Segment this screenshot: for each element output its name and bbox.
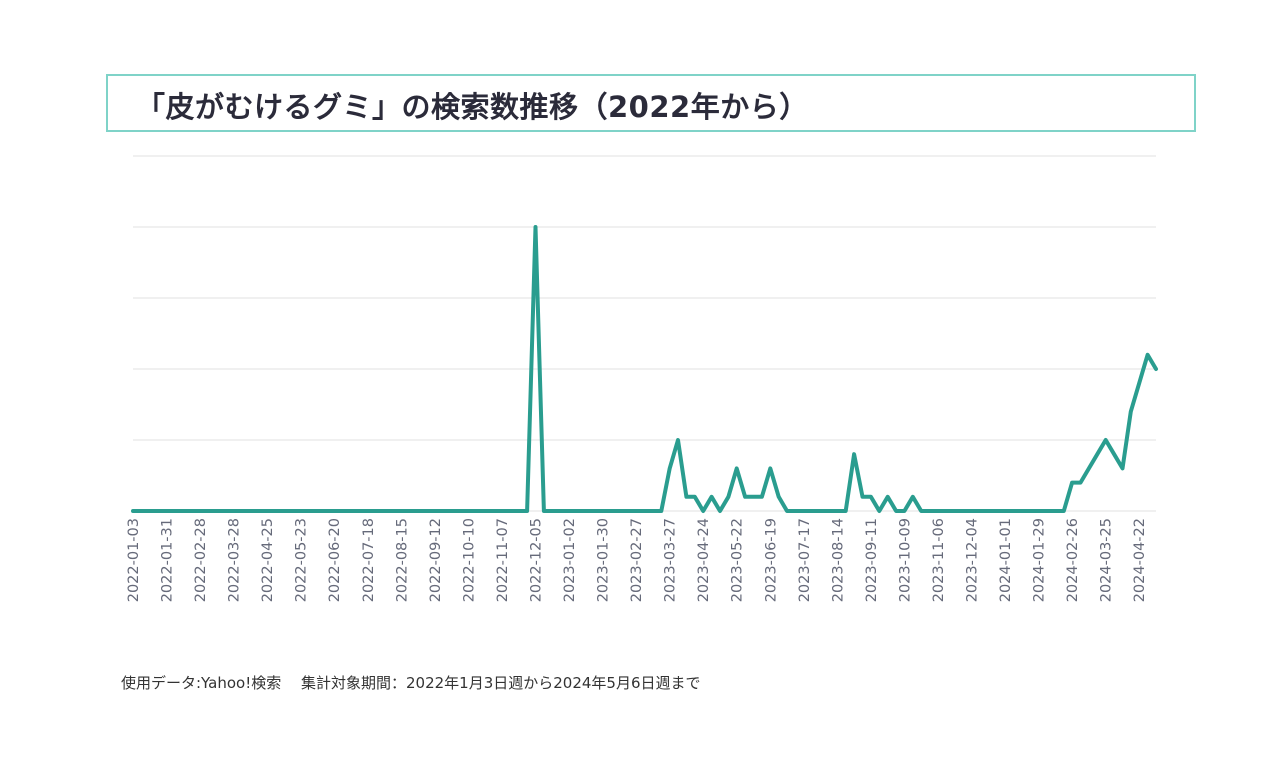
x-tick-label: 2022-04-25 <box>260 518 276 602</box>
x-tick-label: 2024-01-29 <box>1032 518 1048 602</box>
series-line <box>131 225 1158 513</box>
x-tick-label: 2022-06-20 <box>327 518 343 602</box>
x-tick-label: 2022-12-05 <box>528 518 544 602</box>
x-tick-label: 2022-08-15 <box>394 518 410 602</box>
x-tick-label: 2024-04-22 <box>1132 518 1148 602</box>
x-tick-label: 2022-01-31 <box>160 518 176 602</box>
chart-title-box: 「皮がむけるグミ」の検索数推移（2022年から） <box>106 74 1196 132</box>
source-note: 使用データ:Yahoo!検索 集計対象期間：2022年1月3日週から2024年5… <box>121 674 701 692</box>
x-tick-label: 2023-08-14 <box>830 518 846 602</box>
x-tick-label: 2023-04-24 <box>696 518 712 602</box>
x-tick-label: 2024-02-26 <box>1065 518 1081 602</box>
x-tick-label: 2022-10-10 <box>461 518 477 602</box>
x-tick-label: 2022-05-23 <box>294 518 310 602</box>
x-tick-label: 2023-03-27 <box>663 518 679 602</box>
x-tick-label: 2023-10-09 <box>897 518 913 602</box>
x-tick-label: 2023-07-17 <box>797 518 813 602</box>
x-tick-label: 2023-09-11 <box>864 518 880 602</box>
x-tick-label: 2022-09-12 <box>428 518 444 602</box>
x-tick-label: 2022-02-28 <box>193 518 209 602</box>
chart-title: 「皮がむけるグミ」の検索数推移（2022年から） <box>136 90 809 124</box>
series-layer <box>131 225 1158 513</box>
x-tick-label: 2023-01-30 <box>596 518 612 602</box>
x-tick-label: 2023-12-04 <box>965 518 981 602</box>
x-tick-label: 2023-06-19 <box>763 518 779 602</box>
gridlines <box>133 155 1156 512</box>
x-axis-ticks: 2022-01-03 2022-01-31 2022-02-28 2022-03-28… <box>126 518 1148 602</box>
x-tick-label: 2023-05-22 <box>730 518 746 602</box>
x-tick-label: 2024-03-25 <box>1099 518 1115 602</box>
x-tick-label: 2022-01-03 <box>126 518 142 602</box>
x-tick-label: 2022-07-18 <box>361 518 377 602</box>
x-tick-label: 2023-01-02 <box>562 518 578 602</box>
x-tick-label: 2023-11-06 <box>931 518 947 602</box>
x-tick-label: 2023-02-27 <box>629 518 645 602</box>
x-tick-label: 2024-01-01 <box>998 518 1014 602</box>
line-chart: 2022-01-03 2022-01-31 2022-02-28 2022-03-28… <box>126 155 1158 602</box>
x-tick-label: 2022-03-28 <box>227 518 243 602</box>
x-tick-label: 2022-11-07 <box>495 518 511 602</box>
